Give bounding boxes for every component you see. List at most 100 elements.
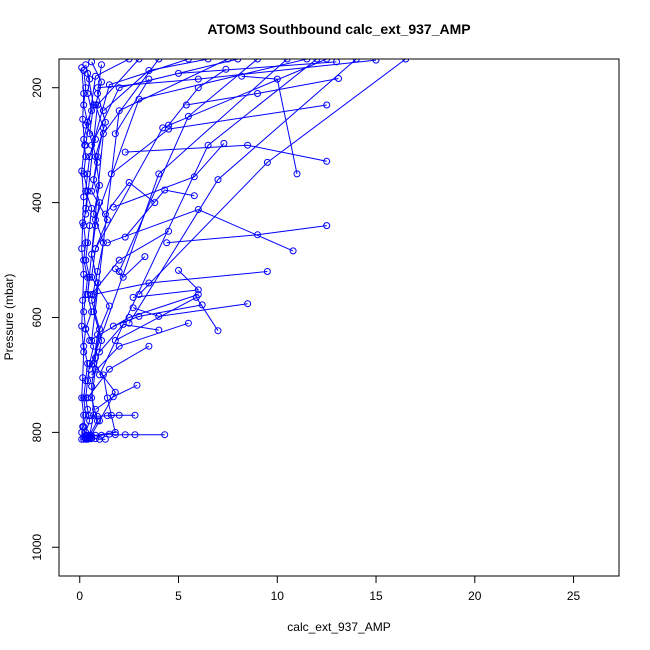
data-point <box>198 301 206 309</box>
data-point <box>184 59 192 63</box>
series-line <box>89 59 288 370</box>
series-37 <box>94 59 380 92</box>
data-point <box>99 130 107 138</box>
series-line <box>241 75 298 175</box>
data-point <box>244 141 252 149</box>
series-line <box>125 144 327 162</box>
series-line <box>115 296 219 341</box>
data-point <box>78 64 86 72</box>
data-point <box>283 59 291 63</box>
series-line <box>186 78 339 106</box>
data-point <box>155 170 163 178</box>
data-point <box>80 270 88 278</box>
data-point <box>92 101 99 109</box>
data-point <box>94 412 101 420</box>
data-point <box>323 222 331 230</box>
data-point <box>96 181 103 189</box>
data-point <box>121 148 129 156</box>
series-45 <box>86 291 202 344</box>
data-point <box>161 186 169 194</box>
series-16 <box>121 186 198 241</box>
data-point <box>141 253 149 261</box>
data-point <box>273 75 281 83</box>
data-point <box>84 435 92 443</box>
y-tick-label: 1000 <box>30 534 44 561</box>
series-26 <box>84 435 109 443</box>
series-line <box>85 59 130 146</box>
y-axis-label: Pressure (mbar) <box>2 274 16 361</box>
y-tick-label: 800 <box>30 422 44 442</box>
series-line <box>178 61 337 74</box>
data-point <box>82 153 90 161</box>
data-point <box>115 256 123 264</box>
data-point <box>125 314 133 321</box>
data-point <box>145 342 153 350</box>
series-line <box>166 225 327 244</box>
series-line <box>81 67 86 440</box>
data-point <box>131 431 139 439</box>
data-point <box>323 101 331 109</box>
data-point <box>92 72 99 80</box>
series-2 <box>78 64 89 443</box>
data-point <box>214 176 222 184</box>
series-27 <box>86 411 139 420</box>
series-46 <box>88 319 192 379</box>
series-9 <box>165 65 230 129</box>
series-line <box>168 68 227 126</box>
data-point <box>244 300 252 308</box>
data-point <box>88 59 96 66</box>
data-point <box>98 61 105 69</box>
data-point <box>165 121 173 129</box>
series-34 <box>88 59 242 149</box>
data-point <box>161 431 169 439</box>
data-point <box>88 394 96 402</box>
data-point <box>88 337 96 344</box>
data-point <box>263 158 271 166</box>
x-tick-label: 10 <box>271 589 285 603</box>
data-point <box>79 115 87 123</box>
series-24 <box>92 371 119 439</box>
series-line <box>107 208 294 252</box>
data-point <box>88 273 96 281</box>
data-point <box>94 84 101 92</box>
series-23 <box>92 381 141 413</box>
series-line <box>93 271 268 295</box>
series-line <box>113 143 225 208</box>
series-32 <box>115 59 261 275</box>
data-point <box>84 170 92 178</box>
data-point <box>303 59 311 63</box>
data-point <box>78 245 86 253</box>
data-point <box>194 75 202 83</box>
data-point <box>135 312 143 320</box>
data-point <box>111 388 119 396</box>
data-point <box>90 360 98 367</box>
data-point <box>80 193 88 201</box>
series-20 <box>111 293 222 344</box>
data-point <box>313 59 321 63</box>
x-tick-label: 5 <box>175 589 182 603</box>
data-point <box>94 268 101 275</box>
data-point <box>115 84 123 92</box>
data-point <box>155 312 163 320</box>
data-point <box>82 210 90 218</box>
series-line <box>91 59 238 146</box>
data-point <box>372 59 380 64</box>
series-line <box>95 59 308 220</box>
series-13 <box>163 222 331 247</box>
x-tick-label: 25 <box>567 589 581 603</box>
series-38 <box>86 59 192 161</box>
data-point <box>86 130 94 138</box>
data-point <box>111 130 119 138</box>
data-point <box>111 337 119 344</box>
series-6 <box>111 75 153 138</box>
series-18 <box>129 266 202 301</box>
y-axis: 200 400 600 800 1000 <box>30 77 60 561</box>
data-point <box>88 382 96 390</box>
data-point <box>159 124 167 132</box>
series-30 <box>96 59 321 379</box>
data-point <box>105 365 113 373</box>
data-point <box>82 141 90 149</box>
series-41 <box>84 59 163 298</box>
data-point <box>84 69 92 77</box>
